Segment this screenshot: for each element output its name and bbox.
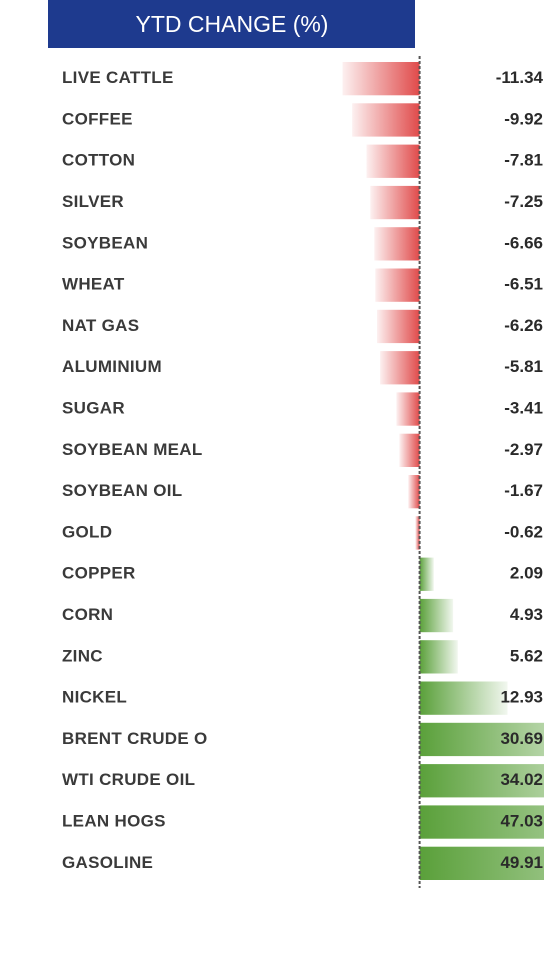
value-label: 4.93: [510, 605, 543, 624]
value-label: -6.26: [504, 316, 543, 335]
bars: [342, 62, 544, 880]
category-label: SOYBEAN MEAL: [62, 440, 203, 459]
category-label: GASOLINE: [62, 853, 153, 872]
value-label: -6.51: [504, 275, 543, 294]
category-label: COPPER: [62, 564, 136, 583]
category-label: GOLD: [62, 522, 112, 541]
bar: [419, 722, 544, 757]
bar: [419, 557, 434, 591]
value-label: -7.81: [504, 151, 543, 170]
value-label: -9.92: [504, 109, 543, 128]
category-label: LEAN HOGS: [62, 812, 166, 831]
value-label: 34.02: [500, 770, 543, 789]
chart-title: YTD CHANGE (%): [136, 11, 329, 37]
category-label: COTTON: [62, 151, 135, 170]
category-label: ALUMINIUM: [62, 357, 162, 376]
bar: [419, 598, 454, 633]
bar: [342, 62, 420, 96]
value-label: -2.97: [504, 440, 543, 459]
bar: [419, 681, 508, 715]
bar: [380, 351, 420, 385]
value-label: 47.03: [500, 812, 543, 831]
value-label: 2.09: [510, 564, 543, 583]
category-label: BRENT CRUDE O: [62, 729, 208, 748]
bar: [366, 144, 420, 178]
value-label: -6.66: [504, 233, 543, 252]
value-label: 12.93: [500, 688, 543, 707]
category-label: SOYBEAN OIL: [62, 481, 182, 500]
value-label: -5.81: [504, 357, 543, 376]
category-label: SILVER: [62, 192, 124, 211]
category-label: LIVE CATTLE: [62, 68, 174, 87]
category-label: COFFEE: [62, 109, 133, 128]
category-label: SUGAR: [62, 399, 125, 418]
bar: [419, 846, 544, 880]
category-label: ZINC: [62, 646, 103, 665]
category-label: NAT GAS: [62, 316, 139, 335]
bar: [399, 433, 420, 467]
bar: [419, 640, 458, 674]
bar: [375, 268, 420, 302]
bar: [415, 516, 420, 550]
value-label: -1.67: [504, 481, 543, 500]
bar: [374, 227, 420, 261]
category-label: CORN: [62, 605, 113, 624]
bar: [352, 103, 420, 137]
header-bg: [48, 0, 415, 48]
value-label: 49.91: [500, 853, 543, 872]
category-label: NICKEL: [62, 688, 127, 707]
value-label: -0.62: [504, 522, 543, 541]
bar: [396, 392, 420, 426]
value-label: -7.25: [504, 192, 543, 211]
category-label: SOYBEAN: [62, 233, 148, 252]
bar: [370, 185, 420, 220]
value-label: -11.34: [496, 68, 544, 87]
bar: [419, 764, 544, 798]
bar: [377, 309, 420, 344]
value-label: 5.62: [510, 646, 543, 665]
bar: [419, 805, 544, 839]
bar: [408, 475, 420, 509]
category-label: WHEAT: [62, 275, 125, 294]
value-label: -3.41: [504, 399, 543, 418]
category-label: WTI CRUDE OIL: [62, 770, 195, 789]
value-label: 30.69: [500, 729, 543, 748]
